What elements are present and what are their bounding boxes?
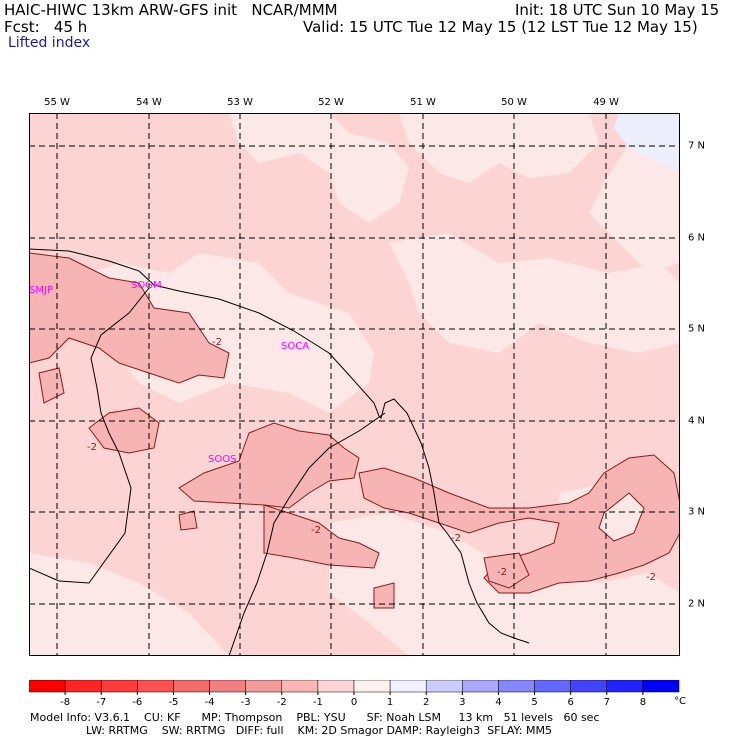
- station-label-soca: SOCA: [281, 341, 309, 352]
- lifted-index-map: -2 -2 -2 -2 -2 -2 SMJP SOGM SOCA SOOS: [29, 113, 680, 656]
- colorbar-tick-label: -5: [168, 697, 178, 708]
- colorbar-tick-label: -8: [60, 697, 70, 708]
- model-title: HAIC-HIWC 13km ARW-GFS init NCAR/MMM: [4, 1, 338, 19]
- colorbar-tick-label: 7: [604, 697, 610, 708]
- contour-label: -2: [87, 442, 97, 453]
- colorbar-ticks: -8 -7 -6 -5 -4 -3 -2 -1 0 1 2 3 4 5 6 7 8: [60, 692, 646, 708]
- lat-label-7n: 7 N: [688, 140, 706, 152]
- colorbar-swatches: [29, 680, 680, 693]
- colorbar-swatch: [606, 680, 644, 693]
- colorbar-tick-label: -2: [277, 697, 287, 708]
- valid-time: Valid: 15 UTC Tue 12 May 15 (12 LST Tue …: [303, 18, 698, 36]
- colorbar-swatch: [425, 680, 463, 693]
- colorbar-tick-label: 5: [531, 697, 537, 708]
- lat-label-6n: 6 N: [688, 232, 706, 244]
- lon-label-52w: 52 W: [318, 97, 344, 108]
- colorbar-tick-label: 2: [423, 697, 429, 708]
- model-info-line1: Model Info: V3.6.1 CU: KF MP: Thompson P…: [30, 711, 600, 724]
- colorbar-swatch: [173, 680, 210, 693]
- colorbar-swatch: [100, 680, 138, 693]
- colorbar-tick-label: 4: [495, 697, 501, 708]
- station-label-soos: SOOS: [208, 454, 236, 465]
- colorbar-tick-label: 0: [351, 697, 357, 708]
- unstable-li-areas: [29, 252, 680, 609]
- colorbar-tick-label: 1: [387, 697, 393, 708]
- colorbar-swatch: [29, 680, 66, 693]
- station-label-sogm: SOGM: [131, 280, 162, 291]
- lat-label-4n: 4 N: [688, 415, 706, 427]
- colorbar-swatch: [389, 680, 427, 693]
- colorbar-tick-label: -1: [313, 697, 323, 708]
- colorbar-swatch: [498, 680, 535, 693]
- colorbar-tick-label: -3: [241, 697, 251, 708]
- colorbar-tick-label: 3: [459, 697, 465, 708]
- contour-label: -2: [311, 525, 321, 536]
- lon-label-50w: 50 W: [501, 97, 527, 108]
- lon-label-49w: 49 W: [593, 97, 619, 108]
- field-name: Lifted index: [8, 35, 91, 51]
- colorbar-swatch: [137, 680, 174, 693]
- colorbar-tick-label: -6: [132, 697, 142, 708]
- colorbar-tick-label: 8: [640, 697, 646, 708]
- colorbar-swatch: [570, 680, 608, 693]
- colorbar-swatch: [353, 680, 391, 693]
- lat-lon-grid: [29, 113, 680, 656]
- lon-label-55w: 55 W: [44, 97, 70, 108]
- colorbar-swatch: [642, 680, 680, 693]
- forecast-hour: Fcst: 45 h: [4, 18, 88, 36]
- colorbar-swatch: [317, 680, 355, 693]
- colorbar-tick-label: -4: [205, 697, 215, 708]
- coastline-borders: [29, 248, 530, 656]
- contour-label: -2: [212, 337, 222, 348]
- colorbar-unit: °C: [674, 696, 686, 707]
- contour-label: -2: [646, 572, 656, 583]
- contour-label: -2: [497, 567, 507, 578]
- lon-label-54w: 54 W: [136, 97, 162, 108]
- init-time: Init: 18 UTC Sun 10 May 15: [515, 1, 720, 19]
- colorbar-swatch: [281, 680, 319, 693]
- model-info-line2: LW: RRTMG SW: RRTMG DIFF: full KM: 2D Sm…: [30, 724, 552, 737]
- lat-label-2n: 2 N: [688, 598, 706, 610]
- map-frame: [29, 113, 680, 656]
- colorbar-swatch: [462, 680, 499, 693]
- contour-label: -2: [451, 533, 461, 544]
- lat-label-5n: 5 N: [688, 323, 706, 335]
- colorbar-swatch: [209, 680, 246, 693]
- colorbar-legend: -8 -7 -6 -5 -4 -3 -2 -1 0 1 2 3 4 5 6 7 8 °C: [29, 680, 686, 708]
- colorbar-tick-label: 6: [567, 697, 573, 708]
- colorbar-tick-label: -7: [96, 697, 106, 708]
- stable-blue-patch: [614, 113, 680, 171]
- colorbar-swatch: [245, 680, 283, 693]
- station-label-smjp: SMJP: [29, 285, 53, 296]
- lon-label-51w: 51 W: [410, 97, 436, 108]
- colorbar-swatch: [534, 680, 571, 693]
- lon-label-53w: 53 W: [227, 97, 253, 108]
- colorbar-swatch: [64, 680, 102, 693]
- lat-label-3n: 3 N: [688, 506, 706, 518]
